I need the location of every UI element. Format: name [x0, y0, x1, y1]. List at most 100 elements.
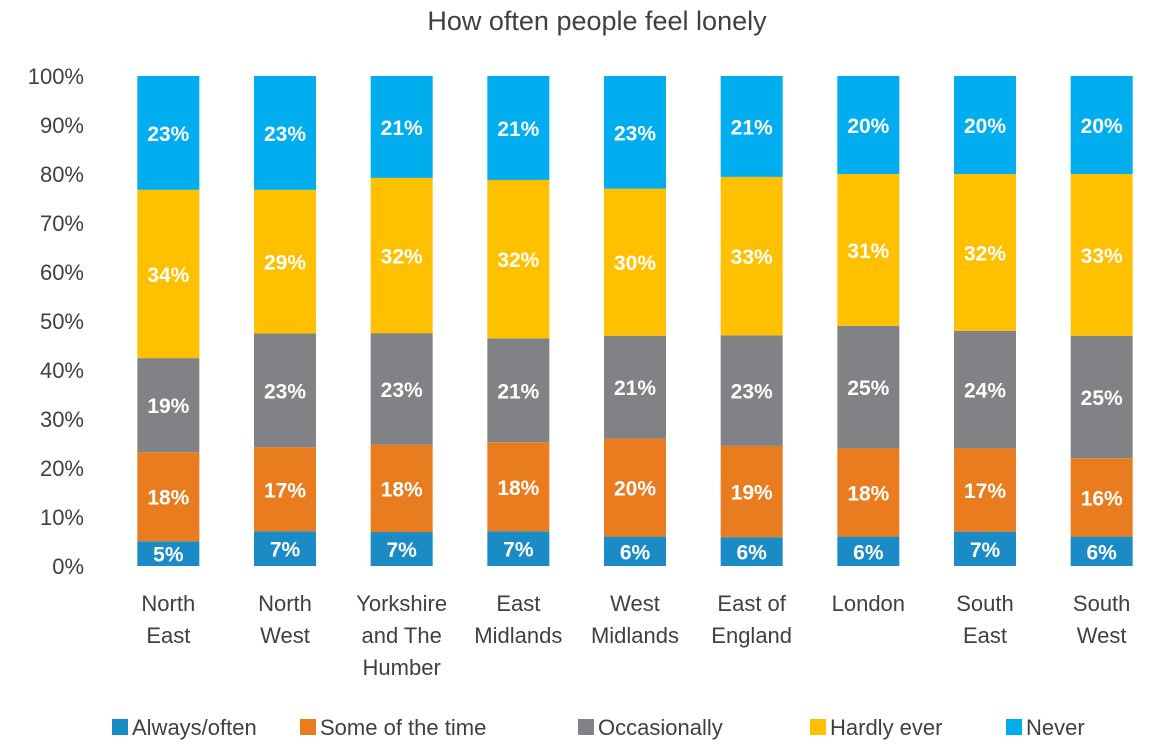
y-tick-label: 100%	[28, 64, 84, 89]
y-tick-label: 40%	[40, 358, 84, 383]
bars: 5% 18% 19% 34% 23% 7% 17% 23% 29% 23% 7% 18% 23% 32% 2…	[137, 76, 1133, 567]
data-label: 20%	[964, 115, 1006, 138]
bar-segment	[137, 358, 200, 453]
bar-segment	[1070, 76, 1133, 174]
x-tick-label: East Midlands	[474, 591, 562, 648]
data-label: 7%	[503, 539, 534, 562]
data-label: 21%	[731, 116, 773, 139]
bar-segment	[254, 189, 316, 334]
bar-segment	[604, 76, 666, 189]
data-label: 20%	[614, 478, 656, 501]
y-tick-label: 80%	[40, 162, 84, 187]
bar-segment	[837, 174, 900, 326]
data-label: 17%	[964, 480, 1006, 503]
data-label: 7%	[386, 539, 417, 562]
data-label: 29%	[264, 252, 306, 275]
data-label: 34%	[147, 264, 189, 287]
bar-segment	[720, 445, 783, 538]
data-label: 21%	[381, 117, 423, 140]
data-label: 18%	[497, 477, 539, 500]
data-label: 33%	[731, 246, 773, 269]
bar-segment	[954, 531, 1016, 566]
bar-segment	[837, 448, 900, 537]
y-axis: 0% 10% 20% 30% 40% 50% 60% 70% 80% 90% 100%	[28, 64, 84, 579]
bar-segment	[370, 444, 433, 533]
bar-segment	[1070, 458, 1133, 537]
x-tick-label: East of England	[711, 591, 792, 648]
data-label: 24%	[964, 380, 1006, 403]
bar-segment	[254, 333, 316, 448]
y-tick-label: 60%	[40, 260, 84, 285]
x-tick-label: West Midlands	[591, 591, 679, 648]
data-label: 5%	[153, 544, 184, 567]
bar-segment	[370, 333, 433, 445]
bar-stack: 7% 18% 21% 32% 21%	[487, 76, 550, 566]
bar-segment	[487, 442, 550, 532]
data-label: 23%	[147, 123, 189, 146]
data-label: 30%	[614, 252, 656, 275]
data-label: 18%	[147, 487, 189, 510]
bar-segment	[137, 541, 200, 566]
bar-stack: 6% 20% 21% 30% 23%	[604, 76, 666, 566]
bar-stack: 5% 18% 19% 34% 23%	[137, 76, 200, 567]
bar-segment	[370, 177, 433, 334]
y-tick-label: 50%	[40, 309, 84, 334]
bar-segment	[137, 189, 200, 359]
bar-segment	[837, 325, 900, 449]
bar-segment	[604, 536, 666, 566]
bar-segment	[720, 335, 783, 446]
data-label: 19%	[147, 395, 189, 418]
x-tick-label: North West	[258, 591, 312, 648]
bar-segment	[487, 338, 550, 443]
data-label: 6%	[736, 542, 767, 565]
y-tick-label: 0%	[52, 554, 84, 579]
x-tick-label: Yorkshire and The Humber	[356, 591, 447, 680]
bar-segment	[604, 188, 666, 336]
data-label: 21%	[497, 380, 539, 403]
legend-swatch	[112, 719, 128, 735]
legend-label: Always/often	[132, 715, 257, 740]
data-label: 23%	[614, 122, 656, 145]
bar-segment	[137, 76, 200, 190]
bar-segment	[254, 447, 316, 532]
legend-label: Some of the time	[320, 715, 486, 740]
data-label: 21%	[614, 377, 656, 400]
bar-segment	[604, 438, 666, 537]
bar-segment	[1070, 335, 1133, 459]
bar-segment	[370, 532, 433, 566]
data-label: 31%	[847, 240, 889, 263]
y-tick-label: 90%	[40, 113, 84, 138]
data-label: 25%	[1081, 387, 1123, 410]
bar-segment	[137, 452, 200, 542]
data-label: 23%	[264, 123, 306, 146]
data-label: 32%	[381, 246, 423, 269]
legend-label: Occasionally	[598, 715, 723, 740]
y-tick-label: 20%	[40, 456, 84, 481]
legend: Always/often Some of the time Occasionally…	[112, 715, 1085, 740]
bar-segment	[837, 536, 900, 566]
data-label: 20%	[847, 115, 889, 138]
x-tick-label: South East	[956, 591, 1014, 648]
bar-segment	[1070, 174, 1133, 336]
bar-segment	[954, 174, 1016, 331]
bar-segment	[837, 76, 900, 174]
data-label: 25%	[847, 377, 889, 400]
bar-segment	[487, 179, 550, 339]
data-label: 23%	[731, 381, 773, 404]
data-label: 32%	[497, 249, 539, 272]
chart-title: How often people feel lonely	[427, 6, 767, 36]
bar-stack: 7% 17% 23% 29% 23%	[254, 76, 316, 566]
bar-segment	[954, 330, 1016, 449]
bar-stack: 7% 17% 24% 32% 20%	[954, 76, 1016, 566]
bar-stack: 6% 19% 23% 33% 21%	[720, 76, 783, 566]
data-label: 6%	[620, 541, 651, 564]
x-tick-label: London	[832, 591, 905, 616]
bar-segment	[487, 531, 550, 566]
data-label: 6%	[1086, 541, 1117, 564]
legend-label: Never	[1026, 715, 1085, 740]
data-label: 32%	[964, 242, 1006, 265]
data-label: 7%	[270, 539, 301, 562]
legend-label: Hardly ever	[830, 715, 942, 740]
legend-swatch	[300, 719, 316, 735]
